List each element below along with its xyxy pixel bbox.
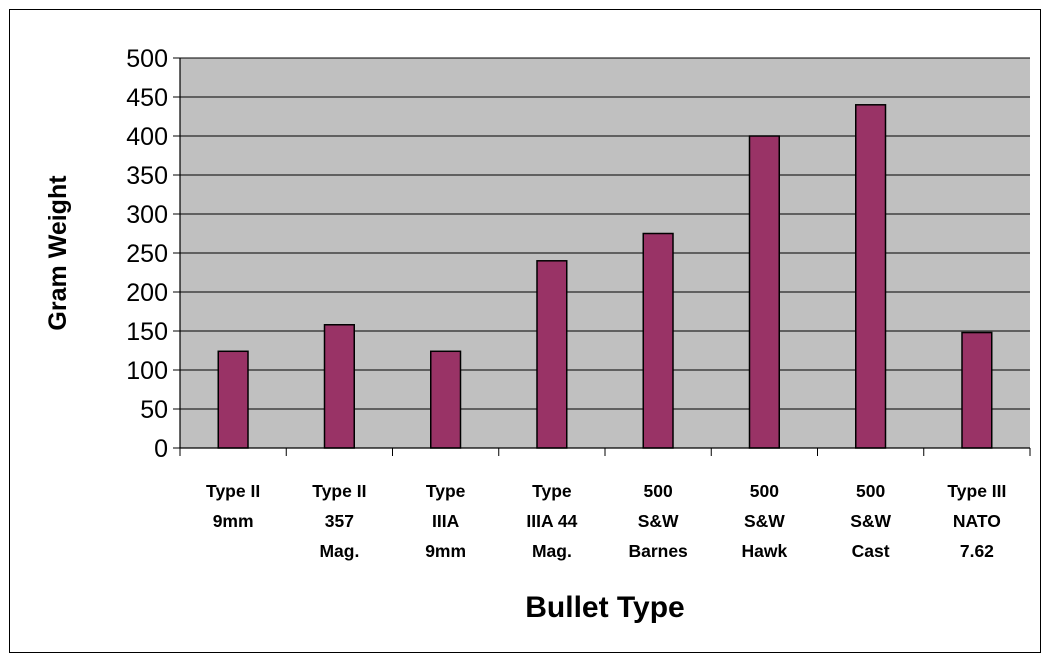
y-tick-label: 0 [154, 435, 168, 463]
bar [961, 331, 993, 449]
x-axis-title: Bullet Type [525, 591, 684, 624]
bar [217, 350, 249, 449]
axes [173, 57, 1031, 456]
y-tick-label: 450 [126, 84, 168, 112]
gridlines [180, 57, 1030, 410]
y-tick-label: 350 [126, 162, 168, 190]
x-tick-label: Type IIIA 44 Mag. [526, 481, 577, 561]
x-tick-label: Type IIIA 9mm [425, 481, 466, 561]
x-tick-label: 500 S&W Barnes [628, 481, 688, 561]
bar [323, 324, 355, 449]
x-tick-label: Type II 9mm [206, 481, 260, 531]
bar [748, 135, 780, 449]
bar [536, 260, 568, 449]
y-tick-label: 200 [126, 279, 168, 307]
x-tick-label: Type III NATO 7.62 [947, 481, 1006, 561]
y-tick-label: 150 [126, 318, 168, 346]
y-tick-label: 300 [126, 201, 168, 229]
bar [430, 350, 462, 449]
x-tick-label: 500 S&W Cast [850, 481, 891, 561]
y-axis-title: Gram Weight [44, 175, 72, 331]
x-tick-labels: Type II 9mm Type II 357 Mag. Type IIIA 9mm Type I… [206, 481, 1006, 561]
x-tick-label: Type II 357 Mag. [312, 481, 366, 561]
bar [642, 232, 674, 449]
y-tick-label: 100 [126, 357, 168, 385]
bar [855, 104, 887, 449]
x-tick-label: 500 S&W Hawk [742, 481, 788, 561]
y-tick-label: 500 [126, 45, 168, 73]
y-tick-labels: 0 50 100 150 200 250 300 350 400 450 500 [126, 45, 168, 463]
y-tick-label: 250 [126, 240, 168, 268]
y-tick-label: 400 [126, 123, 168, 151]
y-tick-label: 50 [140, 396, 168, 424]
